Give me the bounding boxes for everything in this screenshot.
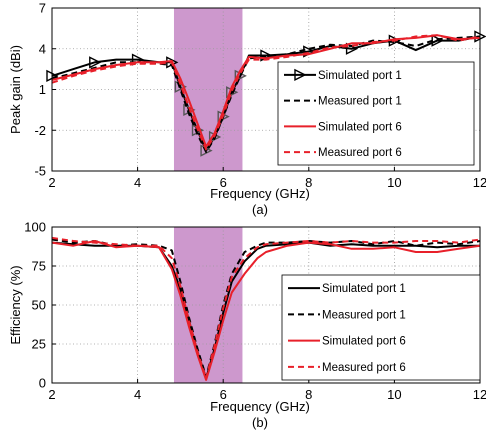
panel-b: 2 4 6 8 10 12 0 25 50 75 100 Frequency (GHz) Efficie…	[8, 220, 486, 431]
x-tick-label: 4	[134, 175, 141, 190]
x-tick-label: 6	[220, 175, 227, 190]
x-tick-label: 10	[387, 387, 401, 402]
panel-a: 2 4 6 8 10 12 -5 -2 1 4 7 Frequency (GHz) Peak gain …	[8, 1, 486, 217]
legend-label-2: Measured port 1	[322, 309, 406, 321]
y-axis-label: Efficiency (%)	[8, 265, 23, 344]
x-tick-label: 8	[305, 387, 312, 402]
legend-box	[281, 274, 481, 381]
legend: Simulated port 1 Measured port 1 Simulated…	[281, 274, 481, 381]
legend-label-4: Measured port 6	[318, 147, 402, 159]
x-tick-label: 2	[48, 175, 55, 190]
panel-label: (b)	[252, 415, 268, 430]
x-axis-label: Frequency (GHz)	[210, 399, 310, 414]
y-tick-label: 50	[32, 298, 46, 313]
legend-label-2: Measured port 1	[318, 96, 402, 108]
y-tick-label: -5	[34, 164, 46, 179]
x-tick-label: 12	[473, 175, 486, 190]
y-tick-label: 25	[32, 337, 46, 352]
legend-label-3: Simulated port 6	[322, 336, 406, 348]
y-tick-label: 4	[39, 41, 46, 56]
legend-label-1: Simulated port 1	[322, 283, 406, 295]
x-tick-label: 2	[48, 387, 55, 402]
legend-label-4: Measured port 6	[322, 362, 406, 374]
legend-marker	[294, 68, 307, 82]
series-marker	[89, 56, 102, 69]
y-tick-label: -2	[34, 123, 46, 138]
y-tick-label: 100	[24, 220, 46, 235]
x-tick-label: 6	[220, 387, 227, 402]
legend: Simulated port 1 Measured port 1 Simulated…	[277, 61, 475, 166]
y-tick-label: 75	[32, 259, 46, 274]
y-tick-label: 7	[39, 1, 46, 16]
y-tick-label: 1	[39, 82, 46, 97]
legend-box	[277, 61, 475, 166]
x-tick-label: 4	[134, 387, 141, 402]
x-tick-label: 10	[387, 175, 401, 190]
series-line-4	[51, 34, 481, 151]
y-axis-label: Peak gain (dBi)	[8, 45, 23, 134]
legend-label-1: Simulated port 1	[318, 70, 402, 82]
x-tick-label: 8	[305, 175, 312, 190]
x-axis-label: Frequency (GHz)	[210, 186, 310, 201]
y-tick-label: 0	[39, 376, 46, 391]
series-line-4	[51, 236, 481, 380]
x-tick-label: 12	[473, 387, 486, 402]
series-marker	[234, 69, 247, 83]
panel-label: (a)	[252, 202, 268, 217]
legend-label-3: Simulated port 6	[318, 121, 402, 133]
